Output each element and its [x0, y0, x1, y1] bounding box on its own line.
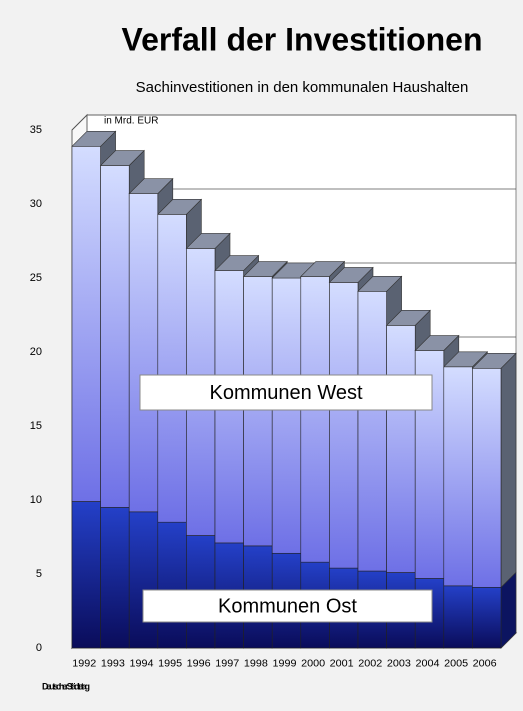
bar-top — [71, 130, 117, 147]
bar-segment — [71, 145, 101, 502]
x-tick-label: 2001 — [330, 659, 354, 670]
x-tick-label: 2004 — [416, 659, 440, 670]
grid-line — [71, 114, 516, 131]
series-label-box — [139, 374, 433, 411]
bar-top — [242, 261, 288, 277]
bar-segment — [357, 291, 387, 572]
series-label: Kommunen West — [209, 382, 362, 404]
unit-label: in Mrd. EUR — [104, 116, 158, 127]
y-tick-label: 25 — [30, 272, 42, 284]
x-tick-label: 2006 — [473, 659, 497, 670]
x-tick-label: 1996 — [187, 659, 211, 670]
x-tick-label: 1995 — [158, 659, 182, 670]
x-tick-label: 1994 — [130, 659, 154, 670]
series-label: Kommunen Ost — [218, 595, 357, 617]
bar-top — [157, 199, 203, 215]
y-tick-label: 0 — [36, 642, 42, 654]
bar-top — [185, 233, 231, 249]
chart-subtitle: Sachinvestitionen in den kommunalen Haus… — [136, 79, 469, 96]
bar-segment — [128, 193, 159, 513]
bar-segment — [71, 501, 101, 649]
bar-top — [443, 351, 489, 368]
bar-segment — [100, 165, 130, 508]
bar-top — [414, 335, 460, 351]
logo: Deutscher Städtetag — [42, 681, 90, 691]
series-label-box — [142, 589, 433, 623]
x-tick-label: 2003 — [387, 659, 411, 670]
bar-top — [385, 310, 431, 326]
bar-top — [99, 150, 145, 166]
bar-segment — [100, 507, 130, 649]
bar-segment — [386, 325, 416, 573]
bar-segment — [271, 277, 302, 554]
chart-title: Verfall der Investitionen — [122, 21, 483, 57]
bar-segment — [128, 511, 159, 649]
x-tick-label: 1997 — [215, 659, 239, 670]
y-tick-label: 5 — [36, 568, 42, 580]
y-tick-label: 35 — [30, 124, 42, 136]
bar-top — [128, 178, 174, 194]
x-tick-label: 2002 — [358, 659, 382, 670]
x-tick-label: 1992 — [72, 659, 96, 670]
bar-segment — [157, 521, 187, 649]
bar-segment — [329, 282, 359, 569]
x-tick-label: 1993 — [101, 659, 125, 670]
bar-segment — [243, 276, 273, 547]
bar-segment — [300, 276, 330, 563]
y-tick-label: 30 — [30, 198, 42, 210]
x-tick-label: 1999 — [273, 659, 297, 670]
bar-top — [471, 352, 517, 369]
x-tick-label: 2005 — [444, 659, 468, 670]
bar-segment — [443, 366, 473, 587]
y-tick-label: 15 — [30, 420, 42, 432]
x-tick-label: 2000 — [301, 659, 325, 670]
bar-side — [500, 352, 517, 589]
bar-segment — [157, 214, 187, 523]
bar-top — [300, 261, 346, 277]
bar-segment — [472, 367, 502, 588]
bar-top — [357, 276, 403, 292]
bar-top — [214, 255, 260, 271]
y-tick-label: 10 — [30, 494, 42, 506]
bar-top — [328, 267, 374, 283]
bar-segment — [443, 585, 473, 649]
bar-segment — [472, 587, 502, 649]
y-tick-label: 20 — [30, 346, 42, 358]
x-tick-label: 1998 — [244, 659, 268, 670]
